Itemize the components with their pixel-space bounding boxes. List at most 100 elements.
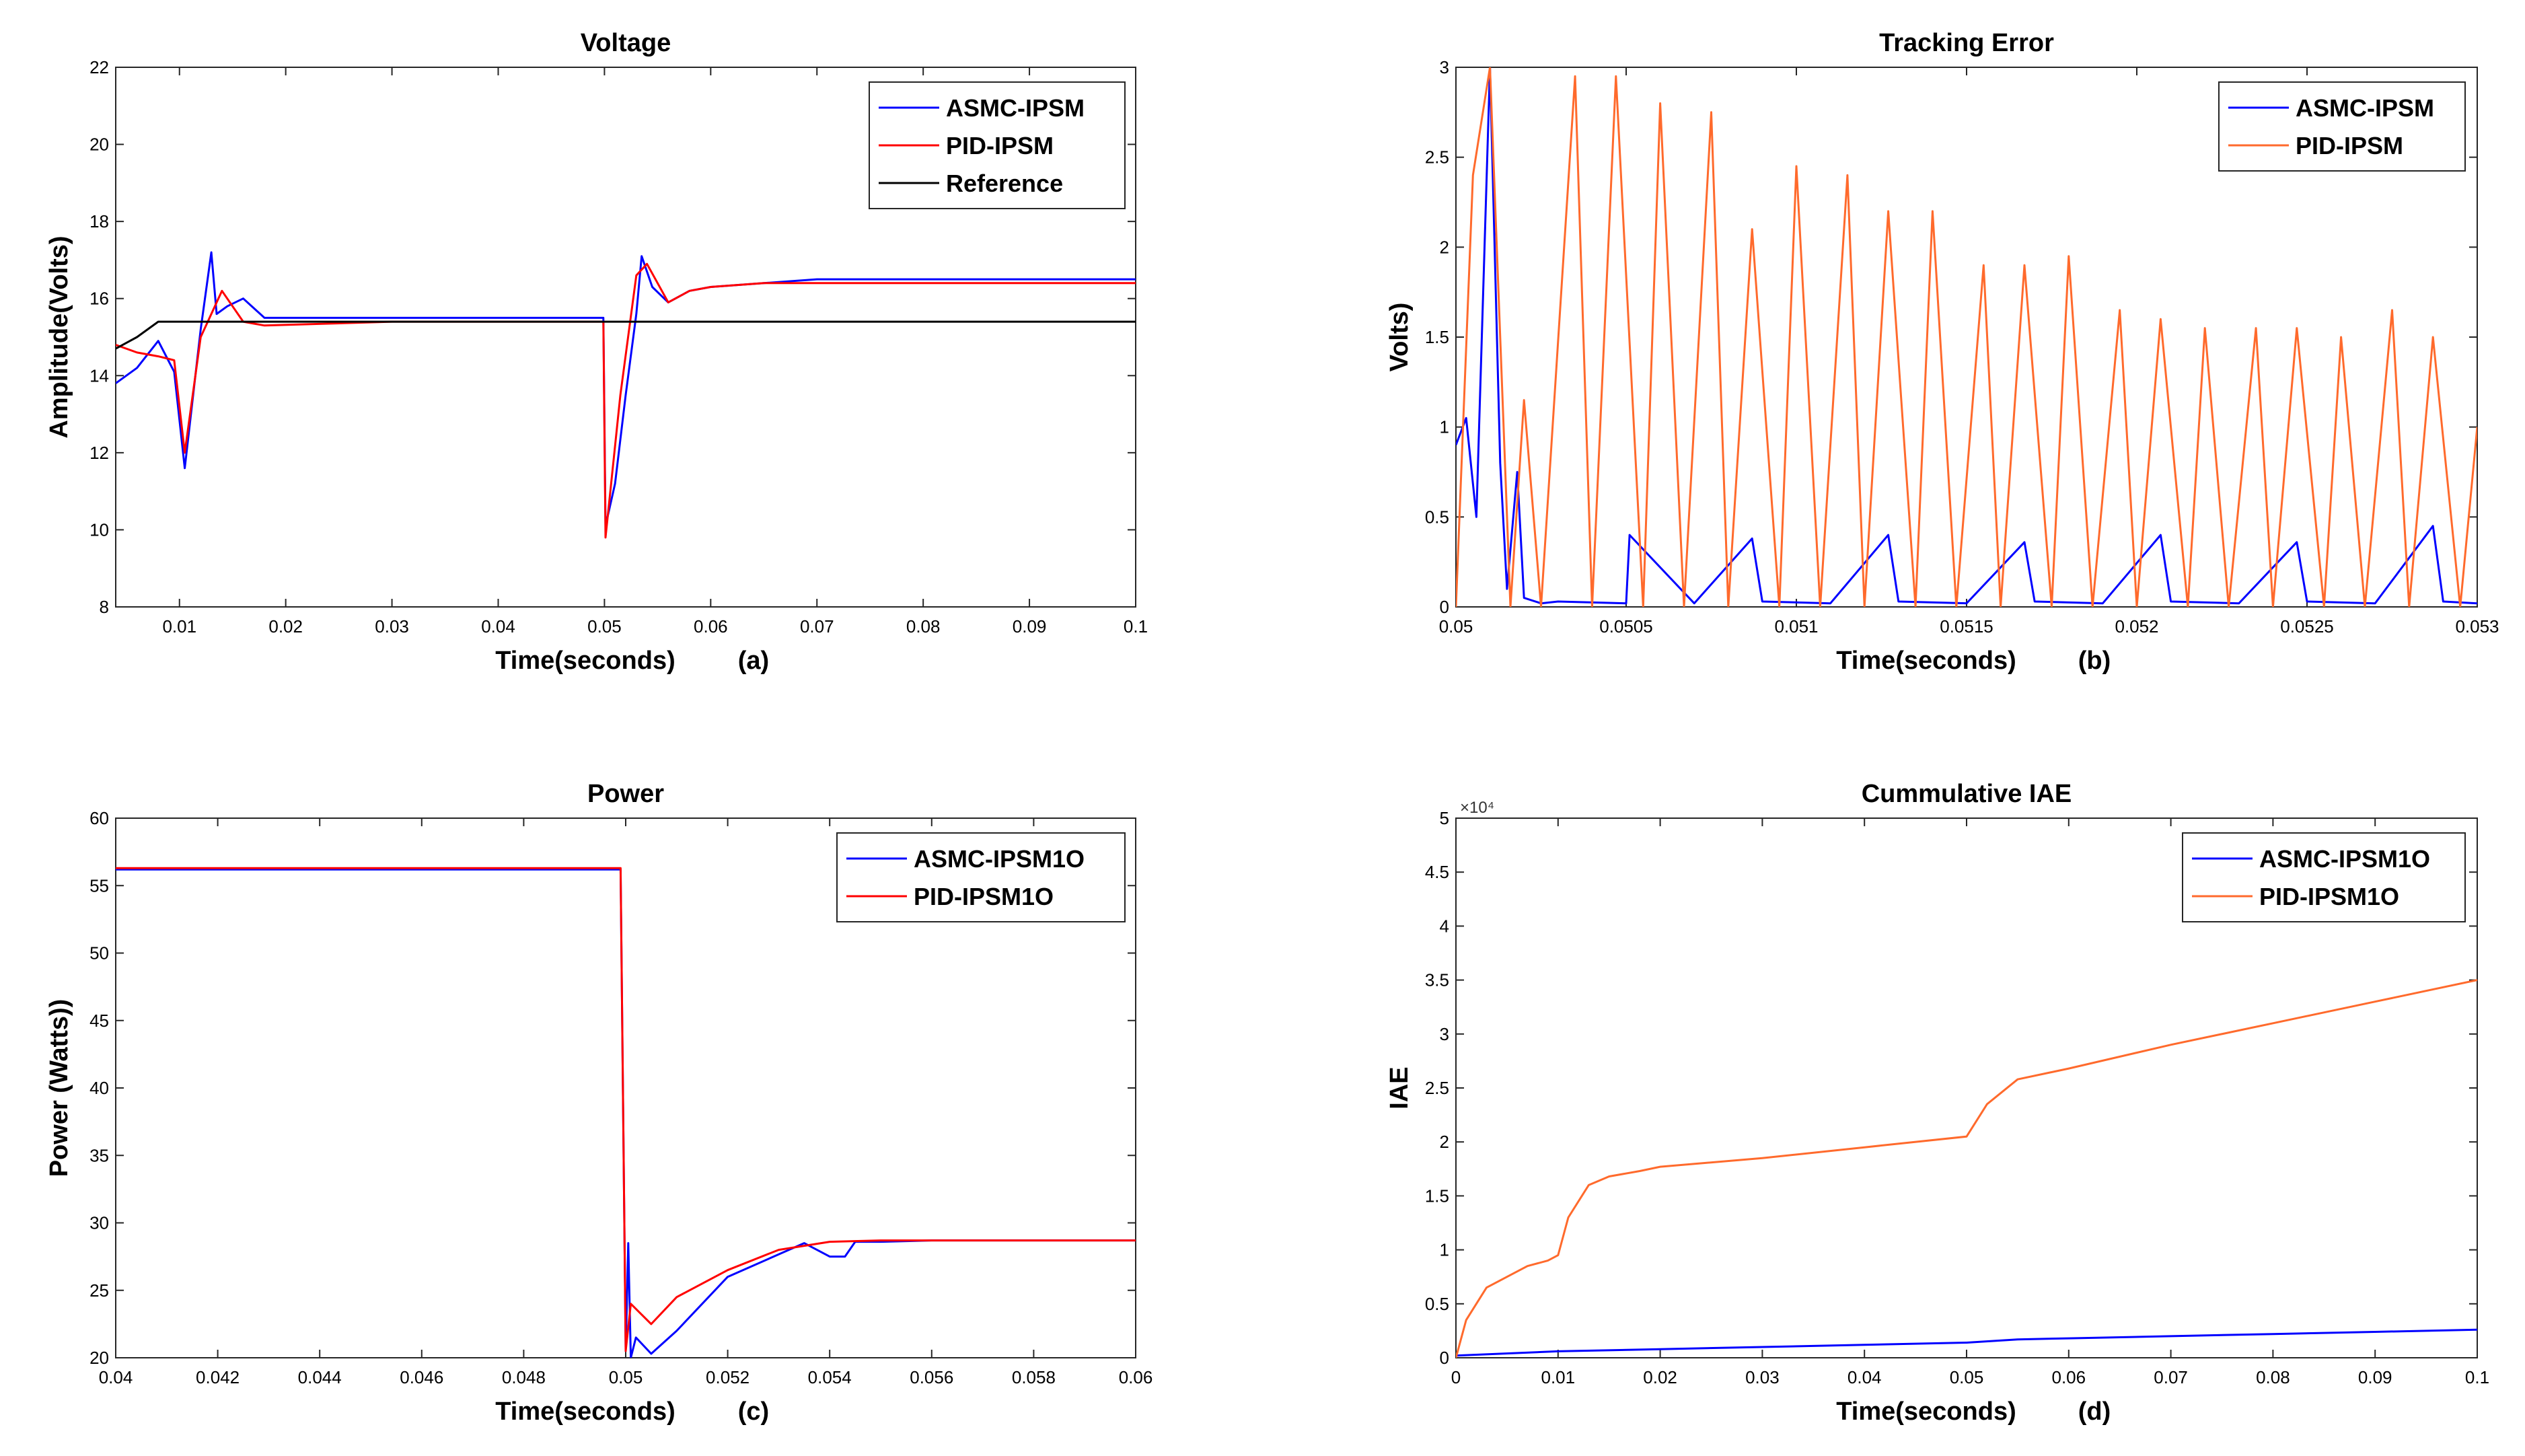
legend-label: Reference <box>946 170 1063 197</box>
x-tick-label: 0.03 <box>1745 1367 1780 1387</box>
x-tick-label: 0.1 <box>2465 1367 2489 1387</box>
y-tick-label: 1 <box>1440 417 1449 437</box>
x-tick-label: 0.07 <box>2154 1367 2188 1387</box>
x-tick-label: 0.02 <box>1643 1367 1677 1387</box>
y-tick-label: 1.5 <box>1425 1186 1449 1206</box>
x-tick-label: 0.044 <box>298 1367 342 1387</box>
x-tick-label: 0.054 <box>808 1367 852 1387</box>
x-tick-label: 0.042 <box>196 1367 240 1387</box>
x-tick-label: 0.052 <box>706 1367 749 1387</box>
x-tick-label: 0.053 <box>2455 616 2499 636</box>
y-tick-label: 0 <box>1440 1348 1449 1368</box>
x-tick-label: 0.058 <box>1012 1367 1056 1387</box>
y-tick-label: 3 <box>1440 1024 1449 1044</box>
series-line-pid-ipsm1o <box>116 867 1136 1352</box>
y-tick-label: 40 <box>89 1078 109 1098</box>
x-tick-label: 0.0515 <box>1940 616 1993 636</box>
legend: ASMC-IPSM PID-IPSM <box>2218 81 2466 172</box>
panel-label: (c) <box>738 1397 769 1426</box>
y-tick-label: 3.5 <box>1425 970 1449 990</box>
chart-title: Power <box>587 780 664 808</box>
y-tick-label: 2.5 <box>1425 147 1449 168</box>
x-tick-label: 0.05 <box>609 1367 643 1387</box>
legend: ASMC-IPSM1O PID-IPSM1O <box>2182 832 2466 922</box>
y-tick-label: 14 <box>89 365 109 386</box>
x-axis-label: Time(seconds) <box>495 647 675 675</box>
x-tick-label: 0.0525 <box>2280 616 2334 636</box>
legend-label: PID-IPSM <box>946 132 1054 159</box>
legend: ASMC-IPSM1O PID-IPSM1O <box>836 832 1126 922</box>
x-tick-label: 0.09 <box>2358 1367 2392 1387</box>
y-axis-label: Power (Watts)) <box>45 999 73 1177</box>
series-line-asmc-ipsm1o <box>1456 1328 2477 1357</box>
x-tick-label: 0.0505 <box>1599 616 1653 636</box>
legend: ASMC-IPSM PID-IPSM Reference <box>869 81 1126 209</box>
y-tick-label: 20 <box>89 135 109 155</box>
y-tick-label: 60 <box>89 808 109 828</box>
x-tick-label: 0.06 <box>694 616 728 636</box>
y-tick-label: 10 <box>89 519 109 540</box>
y-tick-label: 3 <box>1440 57 1449 77</box>
x-tick-label: 0.04 <box>481 616 515 636</box>
y-axis-label: Amplitude(Volts) <box>45 235 73 438</box>
x-tick-label: 0.01 <box>1541 1367 1575 1387</box>
x-tick-label: 0.04 <box>1847 1367 1882 1387</box>
y-tick-label: 25 <box>89 1280 109 1301</box>
y-tick-label: 20 <box>89 1348 109 1368</box>
x-tick-label: 0.08 <box>2256 1367 2290 1387</box>
legend-box <box>2182 832 2466 922</box>
x-tick-label: 0.06 <box>2051 1367 2086 1387</box>
series-group <box>116 251 1136 539</box>
y-tick-label: 16 <box>89 289 109 309</box>
y-tick-label: 2.5 <box>1425 1078 1449 1098</box>
legend-label: ASMC-IPSM1O <box>914 845 1085 873</box>
panel-label: (b) <box>2078 647 2111 675</box>
y-tick-label: 4 <box>1440 916 1449 936</box>
x-axis-label: Time(seconds) <box>1836 1397 2016 1426</box>
x-tick-label: 0 <box>1451 1367 1461 1387</box>
legend-label: ASMC-IPSM <box>946 94 1085 122</box>
series-line-pid-ipsm1o <box>1456 979 2477 1358</box>
y-tick-label: 2 <box>1440 237 1449 257</box>
y-tick-label: 4.5 <box>1425 862 1449 882</box>
chart-title: Tracking Error <box>1879 29 2054 57</box>
y-tick-label: 1 <box>1440 1240 1449 1260</box>
x-tick-label: 0.05 <box>1950 1367 1984 1387</box>
x-tick-label: 0.048 <box>502 1367 546 1387</box>
chart-panel-1: Voltage 0.01 0.02 0.03 0.04 0.05 0.06 0.07 0.08 0… <box>45 29 1148 675</box>
y-tick-label: 1.5 <box>1425 327 1449 347</box>
legend-label: ASMC-IPSM <box>2296 94 2434 122</box>
y-tick-label: 5 <box>1440 808 1449 828</box>
chart-panel-2: Tracking Error 0.05 0.0505 0.051 0.0515 0.052… <box>1385 29 2499 675</box>
series-line-asmc-ipsm <box>1456 67 2477 605</box>
y-tick-label: 2 <box>1440 1132 1449 1152</box>
legend-label: PID-IPSM <box>2296 132 2403 159</box>
y-tick-label: 0.5 <box>1425 1294 1449 1314</box>
legend-label: PID-IPSM1O <box>914 883 1054 910</box>
y-tick-label: 0 <box>1440 597 1449 617</box>
legend-box <box>2218 81 2466 172</box>
series-group <box>1456 67 2477 607</box>
x-tick-label: 0.05 <box>1439 616 1473 636</box>
x-tick-label: 0.051 <box>1774 616 1818 636</box>
chart-title: Cummulative IAE <box>1862 780 2072 808</box>
panel-label: (a) <box>738 647 769 675</box>
y-tick-label: 45 <box>89 1011 109 1031</box>
y-tick-label: 22 <box>89 57 109 77</box>
x-tick-label: 0.046 <box>400 1367 443 1387</box>
x-tick-label: 0.05 <box>587 616 622 636</box>
x-axis-label: Time(seconds) <box>495 1397 675 1426</box>
x-tick-label: 0.06 <box>1119 1367 1153 1387</box>
series-line-reference <box>116 320 1136 350</box>
y-tick-label: 12 <box>89 443 109 463</box>
y-tick-label: 0.5 <box>1425 507 1449 527</box>
series-group <box>1456 979 2477 1358</box>
chart-panel-3: Power 0.04 0.042 0.044 0.046 0.048 0.05 0.052 0.… <box>45 780 1152 1426</box>
y-exponent-label: ×10⁴ <box>1460 799 1494 817</box>
y-tick-label: 55 <box>89 875 109 896</box>
x-tick-label: 0.052 <box>2115 616 2158 636</box>
x-tick-label: 0.09 <box>1013 616 1047 636</box>
chart-panel-4: Cummulative IAE 0 0.01 0.02 0.03 0.04 0.05 0.06… <box>1385 780 2489 1426</box>
x-tick-label: 0.04 <box>99 1367 133 1387</box>
